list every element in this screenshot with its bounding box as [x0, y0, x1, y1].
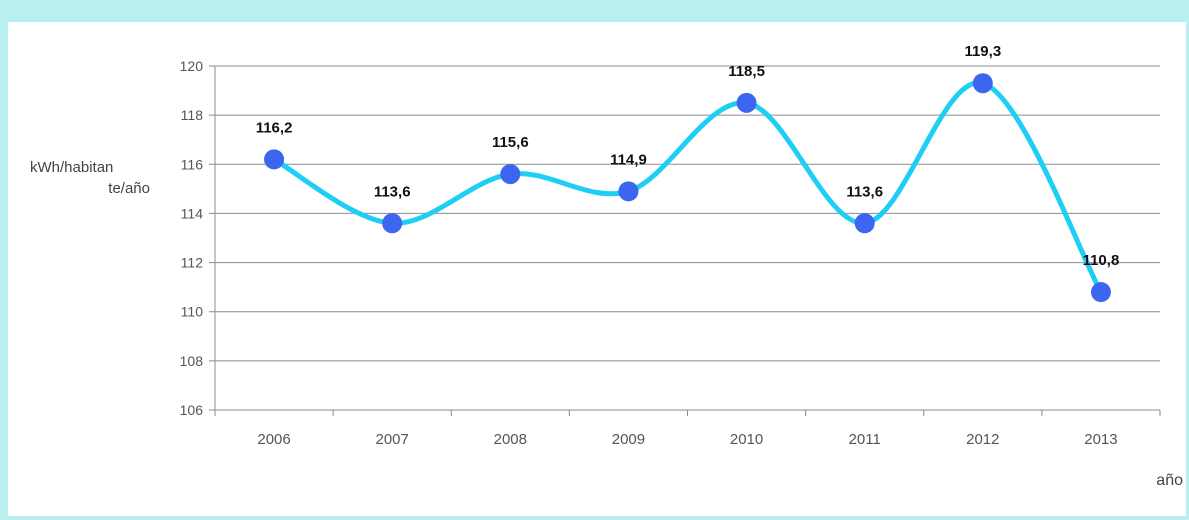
x-tick-label-2006: 2006	[257, 431, 290, 448]
y-axis-label-line2: te/año	[108, 180, 150, 197]
data-label-2006: 116,2	[256, 119, 293, 136]
data-point-2013	[1090, 282, 1111, 303]
y-tick-label-114: 114	[181, 205, 204, 221]
y-tick-label-108: 108	[180, 353, 204, 369]
data-label-2013: 110,8	[1083, 252, 1120, 269]
data-point-2012	[972, 73, 993, 94]
data-label-2012: 119,3	[964, 43, 1001, 60]
x-tick-label-2012: 2012	[966, 431, 999, 448]
x-tick-label-2009: 2009	[612, 431, 645, 448]
chart-frame: kWh/habitan te/año 106 108 110 112 114 116 118…	[8, 22, 1186, 516]
data-point-2009	[618, 181, 639, 202]
y-tick-label-110: 110	[181, 304, 204, 320]
x-tick-label-2013: 2013	[1084, 431, 1117, 448]
y-axis-label-line1: kWh/habitan	[30, 159, 114, 176]
y-tick-label-112: 112	[181, 255, 204, 271]
line-chart: 106 108 110 112 114 116 118 120 2006 2007 2008 2009…	[180, 43, 1183, 489]
data-point-2006	[264, 149, 285, 170]
data-label-2010: 118,5	[728, 63, 765, 80]
data-label-2011: 113,6	[846, 183, 883, 200]
data-label-2009: 114,9	[610, 151, 647, 168]
y-tick-label-118: 118	[181, 107, 204, 123]
y-tick-label-116: 116	[181, 156, 204, 172]
data-point-2010	[736, 92, 757, 113]
data-label-2007: 113,6	[374, 183, 411, 200]
x-tick-label-2008: 2008	[494, 431, 527, 448]
y-axis-label: kWh/habitan te/año	[30, 157, 150, 199]
data-point-2007	[382, 213, 403, 234]
y-tick-label-120: 120	[180, 58, 204, 74]
data-label-2008: 115,6	[492, 134, 529, 151]
data-point-2011	[854, 213, 875, 234]
x-axis-label: año	[1156, 472, 1183, 489]
x-tick-label-2010: 2010	[730, 431, 763, 448]
data-point-2008	[500, 164, 521, 185]
x-tick-label-2011: 2011	[849, 431, 881, 448]
x-tick-label-2007: 2007	[376, 431, 409, 448]
y-tick-label-106: 106	[180, 402, 204, 418]
